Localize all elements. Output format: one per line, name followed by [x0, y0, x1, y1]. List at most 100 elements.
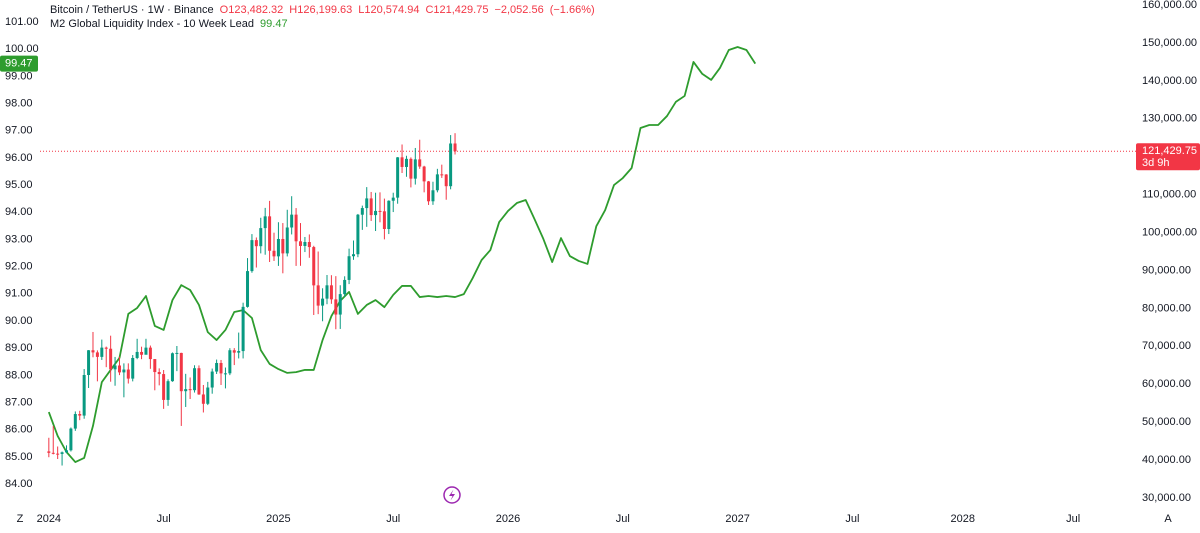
y-tick-label: 85.00	[5, 451, 33, 463]
auto-scale-button[interactable]: A	[1164, 513, 1172, 525]
y-tick-label: 84.00	[5, 478, 33, 490]
candle-body	[201, 394, 205, 404]
candle-body	[440, 174, 444, 176]
lightning-icon[interactable]	[443, 486, 461, 504]
price-label-box	[1136, 143, 1200, 171]
y2-tick-label: 70,000.00	[1142, 340, 1191, 352]
y2-tick-label: 150,000.00	[1142, 37, 1197, 49]
y2-tick-label: 140,000.00	[1142, 75, 1197, 87]
candle-body	[157, 372, 161, 375]
candle-body	[347, 256, 351, 280]
candle-body	[387, 200, 391, 230]
candle-body	[91, 350, 95, 353]
y-tick-label: 86.00	[5, 424, 33, 436]
candle-body	[316, 285, 320, 306]
candle-body	[193, 368, 197, 391]
candle-body	[219, 362, 223, 374]
y2-tick-label: 100,000.00	[1142, 226, 1197, 238]
y2-tick-label: 80,000.00	[1142, 302, 1191, 314]
candle-body	[431, 190, 435, 202]
candle-body	[100, 347, 104, 357]
x-tick-label: Jul	[616, 513, 630, 525]
candle-body	[144, 347, 148, 355]
line-legend-name: M2 Global Liquidity Index - 10 Week Lead	[50, 18, 254, 30]
line-value-label: 99.47	[5, 58, 33, 70]
y-tick-label: 93.00	[5, 233, 33, 245]
x-tick-label: Jul	[845, 513, 859, 525]
candle-body	[64, 450, 68, 453]
candle-body	[285, 227, 289, 254]
candle-body	[78, 414, 82, 416]
candle-body	[369, 198, 373, 216]
candle-body	[206, 387, 210, 404]
chart-title: Bitcoin / TetherUS · 1W · Binance	[50, 4, 214, 16]
candle-body	[122, 369, 126, 373]
header-value: (−1.66%)	[550, 4, 595, 16]
header-value: H126,199.63	[289, 4, 352, 16]
candle-body	[69, 428, 73, 451]
countdown-label: 3d 9h	[1142, 157, 1170, 169]
candle-body	[281, 238, 285, 254]
y2-tick-label: 60,000.00	[1142, 378, 1191, 390]
candle-body	[113, 365, 117, 370]
candle-body	[250, 240, 254, 272]
candle-body	[382, 211, 386, 230]
candle-body	[254, 240, 258, 247]
x-tick-label: Jul	[386, 513, 400, 525]
candle-body	[312, 247, 316, 286]
header-value: L120,574.94	[358, 4, 419, 16]
header-value: C121,429.75	[425, 4, 488, 16]
candle-body	[197, 368, 201, 395]
candle-body	[418, 159, 422, 167]
x-tick-label: 2024	[37, 513, 61, 525]
y-tick-label: 94.00	[5, 206, 33, 218]
candle-body	[290, 214, 294, 228]
candle-body	[374, 210, 378, 216]
y2-tick-label: 160,000.00	[1142, 0, 1197, 11]
y2-tick-label: 110,000.00	[1142, 189, 1196, 201]
candle-body	[246, 271, 250, 307]
y2-tick-label: 90,000.00	[1142, 264, 1191, 276]
candle-body	[135, 351, 139, 358]
candle-body	[153, 359, 157, 373]
y-tick-label: 101.00	[5, 16, 39, 28]
candle-body	[427, 181, 431, 202]
x-tick-label: 2026	[496, 513, 520, 525]
candle-body	[237, 351, 241, 353]
candle-body	[73, 414, 77, 429]
candle-body	[404, 158, 408, 167]
candle-body	[126, 369, 130, 379]
candle-body	[210, 371, 214, 388]
candle-body	[276, 238, 280, 257]
y-tick-label: 87.00	[5, 396, 33, 408]
plot-area	[40, 46, 1136, 466]
candle-body	[303, 242, 307, 246]
candle-body	[51, 452, 55, 454]
candle-body	[140, 351, 144, 355]
candle-body	[325, 285, 329, 299]
candle-body	[131, 357, 135, 379]
y-tick-label: 90.00	[5, 315, 33, 327]
candle-body	[148, 347, 152, 360]
candle-body	[232, 350, 236, 353]
candle-body	[449, 143, 453, 187]
candle-body	[117, 365, 121, 373]
candle-body	[60, 452, 64, 454]
candle-body	[435, 174, 439, 191]
candle-body	[356, 214, 360, 255]
candle-body	[95, 352, 99, 357]
candle-body	[162, 374, 166, 400]
x-tick-label: 2028	[951, 513, 975, 525]
y2-tick-label: 50,000.00	[1142, 416, 1191, 428]
y-tick-label: 91.00	[5, 288, 33, 300]
candle-body	[400, 157, 404, 167]
candle-body	[391, 197, 395, 201]
candle-body	[299, 241, 303, 246]
y2-tick-label: 40,000.00	[1142, 454, 1191, 466]
icon-bolt[interactable]	[449, 489, 455, 501]
candle-body	[329, 285, 333, 300]
timezone-button[interactable]: Z	[17, 513, 24, 525]
y2-tick-label: 130,000.00	[1142, 113, 1197, 125]
y-tick-label: 100.00	[5, 43, 39, 55]
